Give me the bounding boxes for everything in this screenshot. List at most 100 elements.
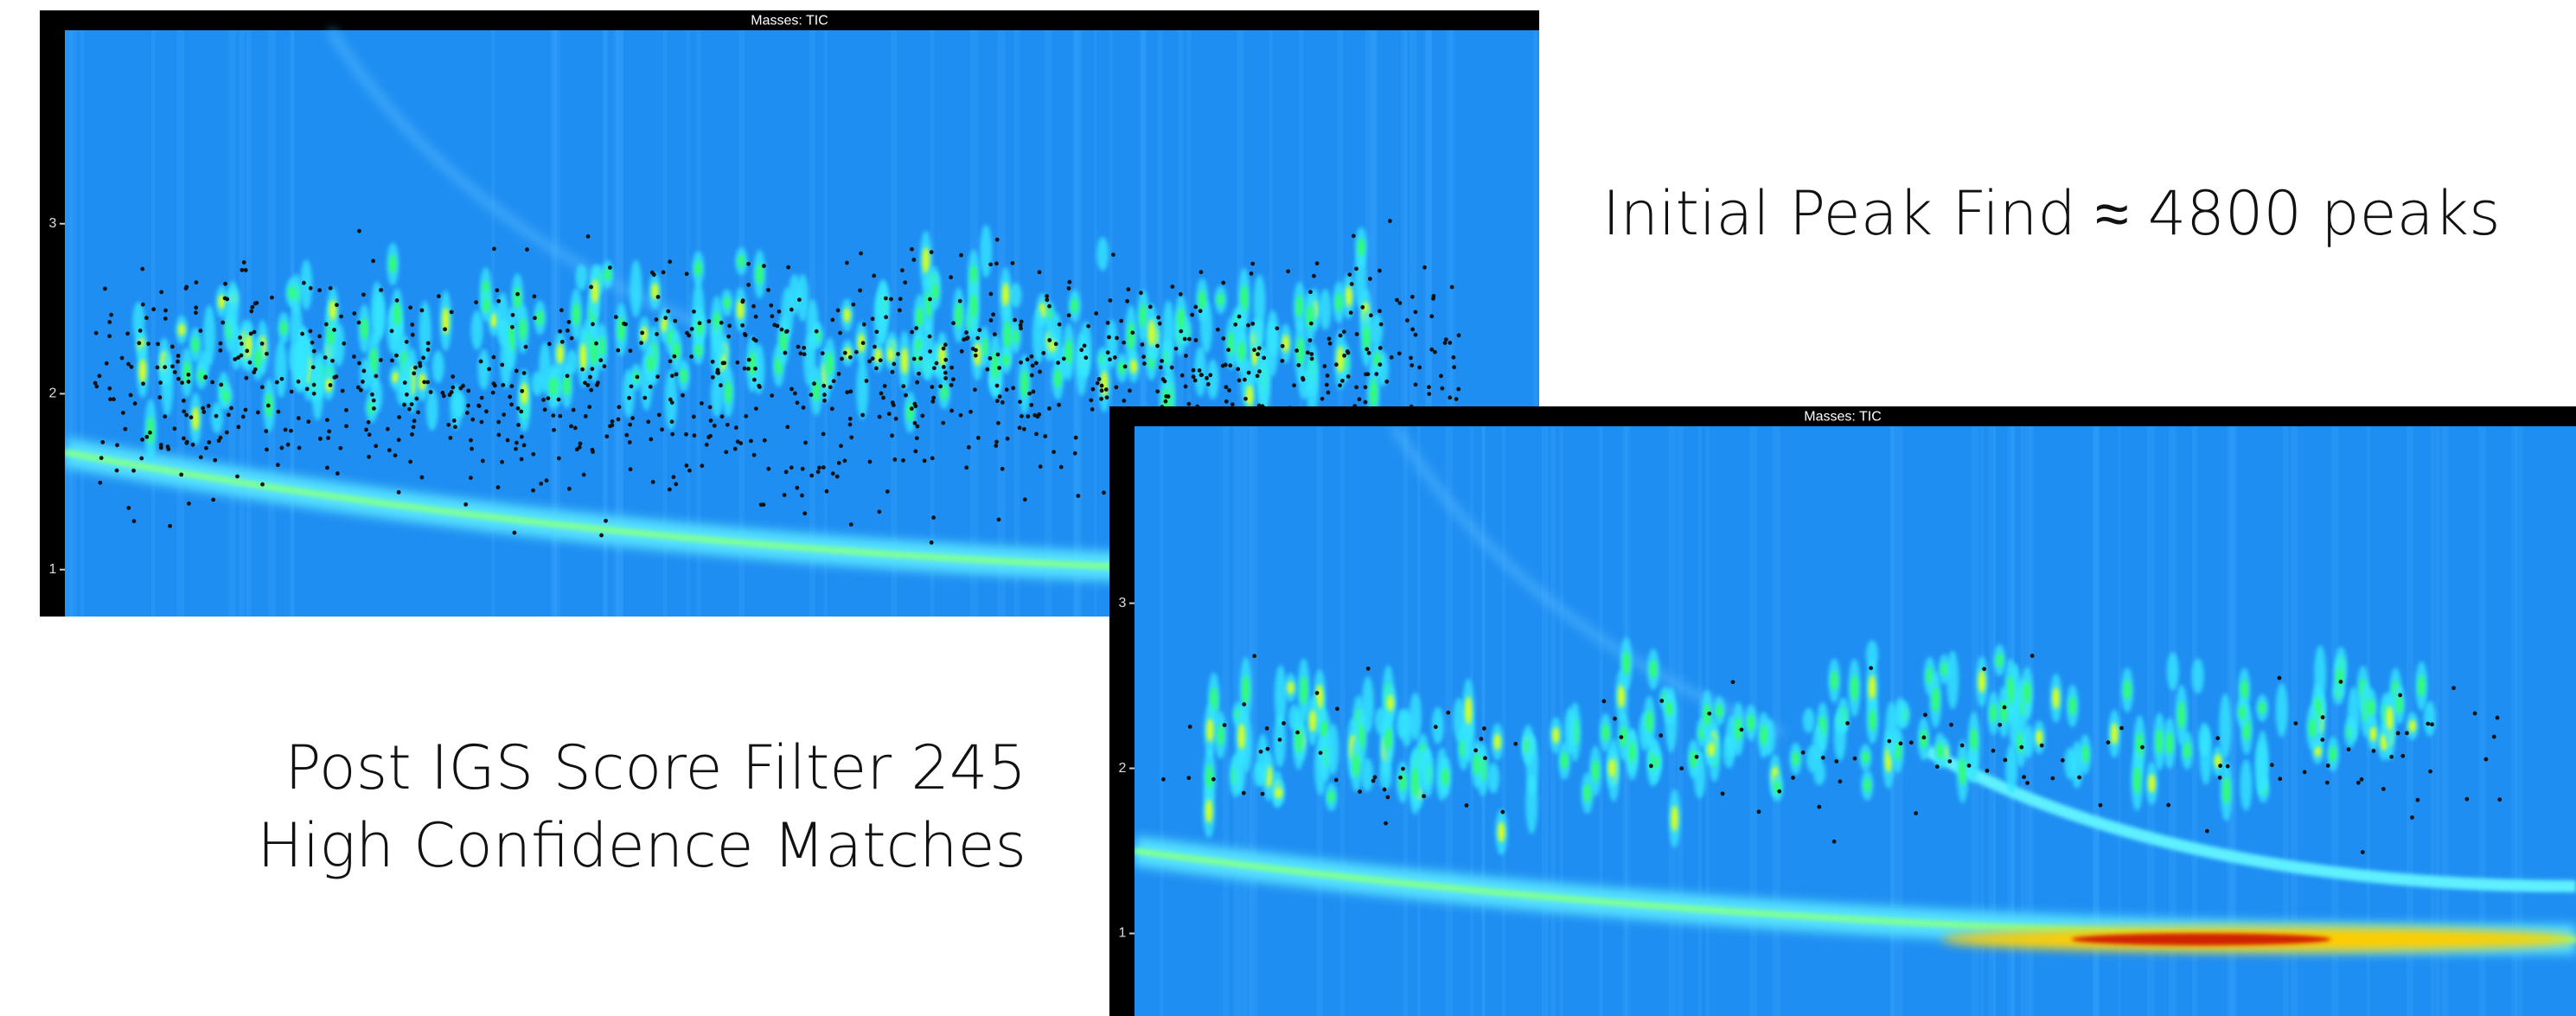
- caption: Post IGS Score Filter 245: [284, 732, 1026, 803]
- peak-core: [1627, 740, 1635, 762]
- peak-marker: [1227, 388, 1231, 393]
- peak-marker: [542, 407, 547, 412]
- peak-marker: [753, 366, 757, 371]
- peak-halo: [132, 302, 145, 341]
- peak-core: [1747, 714, 1755, 732]
- peak-marker: [822, 398, 827, 403]
- peak-marker: [911, 258, 917, 262]
- peak-marker: [1034, 431, 1039, 437]
- peak-marker: [163, 414, 168, 419]
- peak-core: [1601, 724, 1609, 742]
- streak: [2024, 426, 2031, 1016]
- peak-marker: [1800, 750, 1806, 755]
- peak-marker: [915, 424, 920, 429]
- peak-marker: [1005, 436, 1010, 441]
- peak-marker: [131, 468, 136, 473]
- peak-core: [1118, 361, 1126, 374]
- peak-marker: [259, 341, 265, 346]
- peak-marker: [279, 445, 284, 450]
- peak-marker: [265, 447, 269, 452]
- peak-marker: [184, 412, 189, 418]
- peak-marker: [2491, 734, 2496, 739]
- peak-core: [843, 307, 851, 323]
- peak-marker: [360, 380, 365, 384]
- peak-marker: [719, 414, 725, 419]
- peak-marker: [170, 364, 175, 369]
- peak-marker: [616, 348, 621, 353]
- peak-marker: [1222, 723, 1227, 727]
- streak: [1445, 426, 1453, 1016]
- peak-marker: [176, 376, 181, 381]
- peak-marker: [235, 474, 240, 479]
- peak-marker: [1443, 337, 1448, 342]
- peak-marker: [890, 369, 895, 374]
- peak-marker: [425, 380, 431, 385]
- peak-marker: [132, 401, 137, 406]
- peak-core: [1978, 669, 1985, 693]
- peak-core: [521, 382, 528, 406]
- peak-marker: [1982, 667, 1987, 671]
- peak-core: [579, 343, 587, 371]
- peak-marker: [1183, 384, 1188, 389]
- peak-marker: [720, 361, 725, 366]
- peak-marker: [1122, 364, 1128, 369]
- y-tick-label: 1: [1119, 926, 1127, 941]
- peak-marker: [635, 374, 640, 380]
- peak-marker: [1322, 364, 1327, 368]
- peak-core: [2111, 723, 2119, 745]
- peak-marker: [1898, 741, 1903, 746]
- peak-marker: [245, 348, 250, 354]
- peak-marker: [630, 416, 635, 420]
- peak-marker: [655, 374, 660, 380]
- peak-marker: [203, 374, 208, 380]
- peak-marker: [514, 446, 518, 451]
- peak-marker: [1601, 699, 1607, 704]
- peak-marker: [1019, 360, 1023, 365]
- peak-halo: [1361, 757, 1374, 792]
- peak-marker: [594, 341, 598, 346]
- peak-marker: [802, 511, 808, 516]
- peak-marker: [949, 408, 955, 413]
- peak-marker: [746, 357, 751, 362]
- y-tick-label: 1: [49, 562, 57, 577]
- peak-marker: [1130, 330, 1135, 335]
- peak-marker: [1473, 748, 1478, 753]
- peak-marker: [1452, 365, 1457, 370]
- peak-marker: [1398, 775, 1403, 780]
- peak-marker: [525, 247, 529, 252]
- peak-marker: [436, 294, 441, 299]
- peak-marker: [1058, 464, 1064, 470]
- peak-marker: [572, 425, 578, 431]
- peak-marker: [867, 459, 873, 464]
- peak-marker: [671, 475, 676, 480]
- streak: [1404, 30, 1409, 617]
- peak-marker: [371, 398, 376, 403]
- peak-marker: [344, 407, 348, 412]
- peak-marker: [649, 270, 655, 275]
- peak-marker: [1038, 369, 1042, 374]
- peak-marker: [1191, 374, 1196, 380]
- peak-marker: [820, 351, 825, 356]
- peak-marker: [1923, 712, 1927, 718]
- peak-marker: [957, 298, 962, 304]
- peak-marker: [914, 436, 919, 441]
- peak-core: [2314, 744, 2322, 757]
- peak-marker: [740, 299, 745, 304]
- peak-marker: [1914, 811, 1919, 815]
- peak-marker: [904, 393, 908, 398]
- peak-marker: [583, 380, 587, 386]
- peak-halo: [1802, 707, 1815, 733]
- peak-marker: [1427, 385, 1431, 390]
- peak-marker: [276, 409, 281, 414]
- peak-core: [694, 260, 702, 277]
- peak-marker: [1869, 666, 1874, 670]
- peak-marker: [1346, 374, 1351, 379]
- caption: Initial Peak Find ≈ 4800 peaks: [1602, 178, 2501, 249]
- peak-marker: [842, 458, 847, 463]
- peak-marker: [795, 485, 800, 490]
- peak-halo: [396, 374, 409, 406]
- peak-marker: [996, 420, 1000, 425]
- peak-marker: [509, 324, 515, 329]
- peak-marker: [1439, 374, 1443, 379]
- peak-marker: [648, 384, 653, 389]
